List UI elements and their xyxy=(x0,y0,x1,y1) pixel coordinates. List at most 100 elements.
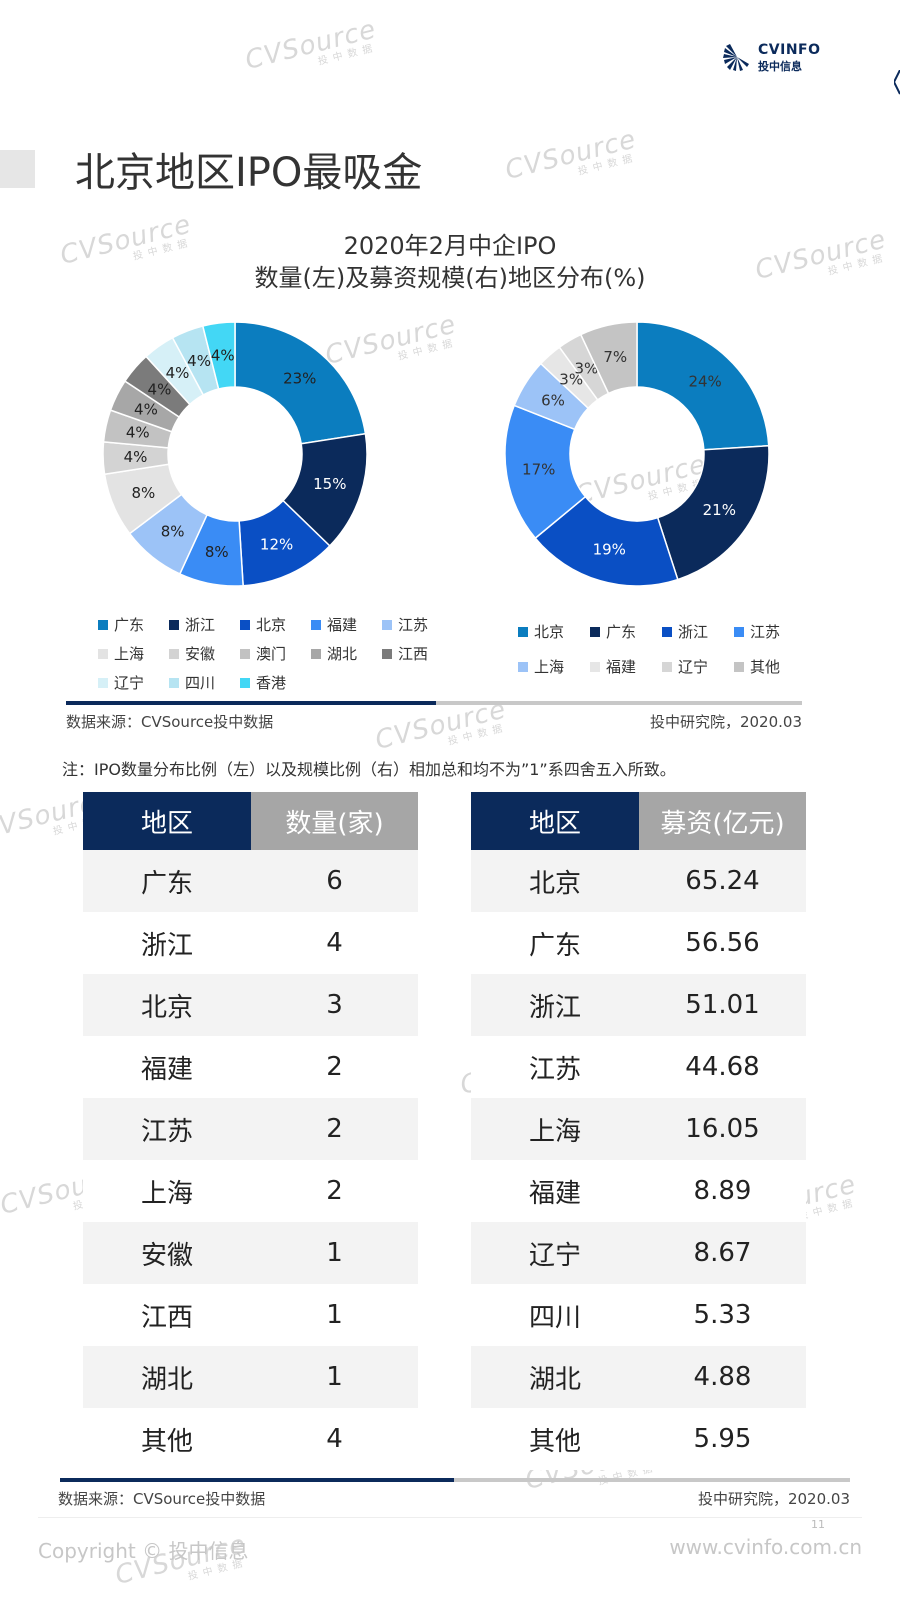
legend-label: 澳门 xyxy=(256,645,287,663)
funds-slice-8 xyxy=(579,321,638,395)
table-row: 其他 5.95 xyxy=(471,1408,806,1470)
count-legend-item: 福建 xyxy=(311,614,357,635)
count-legend-item: 湖北 xyxy=(311,643,357,664)
table-row: 其他 4 xyxy=(83,1408,418,1470)
region-cell: 浙江 xyxy=(471,974,639,1036)
region-cell: 其他 xyxy=(83,1408,251,1470)
table-row: 四川 5.33 xyxy=(471,1284,806,1346)
edge-mark xyxy=(894,70,900,95)
value-cell: 16.05 xyxy=(639,1098,806,1160)
legend-swatch xyxy=(518,661,528,672)
region-cell: 其他 xyxy=(471,1408,639,1470)
legend-swatch xyxy=(518,626,528,637)
table-row: 浙江 4 xyxy=(83,912,418,974)
value-cell: 51.01 xyxy=(639,974,806,1036)
funds-legend-item: 广东 xyxy=(590,621,636,642)
value-cell: 4.88 xyxy=(639,1346,806,1408)
funds-legend-item: 上海 xyxy=(518,656,564,677)
legend-label: 广东 xyxy=(606,623,637,641)
region-cell: 安徽 xyxy=(83,1222,251,1284)
funds-legend-item: 北京 xyxy=(518,621,564,642)
count-legend-item: 四川 xyxy=(169,672,215,693)
funds-data-label: 7% xyxy=(603,348,627,366)
legend-label: 北京 xyxy=(256,616,287,634)
table-row: 广东 56.56 xyxy=(471,912,806,974)
value-cell: 3 xyxy=(251,974,418,1036)
region-cell: 江苏 xyxy=(83,1098,251,1160)
legend-swatch xyxy=(311,648,321,659)
funds-data-label: 17% xyxy=(522,461,555,479)
website-link[interactable]: www.cvinfo.com.cn xyxy=(669,1535,862,1559)
funds-data-label: 3% xyxy=(574,359,598,377)
count-legend-item: 安徽 xyxy=(169,643,215,664)
legend-swatch xyxy=(662,626,672,637)
count-data-label: 4% xyxy=(166,364,190,382)
column-header: 地区 xyxy=(83,792,251,850)
count-legend-item: 香港 xyxy=(240,672,286,693)
region-cell: 北京 xyxy=(83,974,251,1036)
legend-swatch xyxy=(98,648,108,659)
page-number: 11 xyxy=(811,1518,825,1531)
legend-swatch xyxy=(734,661,744,672)
legend-swatch xyxy=(590,626,600,637)
funds-data-label: 6% xyxy=(541,392,565,410)
chart-title-line1: 2020年2月中企IPO xyxy=(343,232,557,260)
table-row: 浙江 51.01 xyxy=(471,974,806,1036)
count-legend-item: 上海 xyxy=(98,643,144,664)
ipo-count-donut-chart: 23%15%12%8%8%8%4%4%4%4%4%4% 4% xyxy=(102,321,368,587)
legend-swatch xyxy=(240,619,250,630)
region-cell: 广东 xyxy=(471,912,639,974)
table-row: 江苏 2 xyxy=(83,1098,418,1160)
value-cell: 4 xyxy=(251,1408,418,1470)
table-row: 福建 8.89 xyxy=(471,1160,806,1222)
count-data-label: 4% xyxy=(148,380,172,398)
table-row: 上海 2 xyxy=(83,1160,418,1222)
column-header: 地区 xyxy=(471,792,639,850)
value-cell: 8.89 xyxy=(639,1160,806,1222)
count-data-label: 8% xyxy=(161,523,185,541)
count-data-label: 4% xyxy=(211,346,235,364)
table-row: 辽宁 8.67 xyxy=(471,1222,806,1284)
legend-label: 上海 xyxy=(114,645,145,663)
cvinfo-logo: CVINFO 投中信息 xyxy=(722,40,822,74)
count-legend-item: 浙江 xyxy=(169,614,215,635)
count-chart-legend: 广东 浙江 北京 福建 江苏 上海 安徽 澳门 湖北 江西 辽宁 四川 香港 xyxy=(98,614,458,704)
region-cell: 辽宁 xyxy=(471,1222,639,1284)
legend-swatch xyxy=(98,619,108,630)
logo-icon xyxy=(723,44,749,71)
legend-label: 北京 xyxy=(534,623,565,641)
value-cell: 2 xyxy=(251,1098,418,1160)
table-row: 福建 2 xyxy=(83,1036,418,1098)
column-header: 数量(家) xyxy=(251,792,418,850)
count-legend-item: 北京 xyxy=(240,614,286,635)
copyright: Copyright © 投中信息 xyxy=(38,1539,249,1563)
value-cell: 2 xyxy=(251,1036,418,1098)
column-header: 募资(亿元) xyxy=(639,792,806,850)
count-data-label: 23% xyxy=(283,369,316,387)
legend-swatch xyxy=(240,677,250,688)
table-row: 北京 65.24 xyxy=(471,850,806,912)
value-cell: 44.68 xyxy=(639,1036,806,1098)
funds-chart-legend: 北京 广东 浙江 江苏 上海 福建 辽宁 其他 xyxy=(518,621,818,681)
count-data-label: 4% xyxy=(134,401,158,419)
value-cell: 8.67 xyxy=(639,1222,806,1284)
table-row: 湖北 1 xyxy=(83,1346,418,1408)
table-row: 安徽 1 xyxy=(83,1222,418,1284)
count-legend-item: 江西 xyxy=(382,643,428,664)
logo-text-cn: 投中信息 xyxy=(758,60,802,73)
region-cell: 湖北 xyxy=(471,1346,639,1408)
funds-legend-item: 福建 xyxy=(590,656,636,677)
table-row: 广东 6 xyxy=(83,850,418,912)
funds-legend-item: 江苏 xyxy=(734,621,780,642)
value-cell: 5.95 xyxy=(639,1408,806,1470)
legend-swatch xyxy=(662,661,672,672)
ipo-funds-table: 地区 募资(亿元) 北京 65.24 广东 56.56 浙江 51.01 江苏 44.68 上海… xyxy=(471,792,806,1470)
legend-label: 浙江 xyxy=(185,616,216,634)
funds-data-label: 21% xyxy=(703,501,736,519)
legend-swatch xyxy=(734,626,744,637)
table-row: 江西 1 xyxy=(83,1284,418,1346)
data-source: 数据来源：CVSource投中数据 xyxy=(66,713,274,731)
count-data-label: 4% xyxy=(124,448,148,466)
value-cell: 2 xyxy=(251,1160,418,1222)
